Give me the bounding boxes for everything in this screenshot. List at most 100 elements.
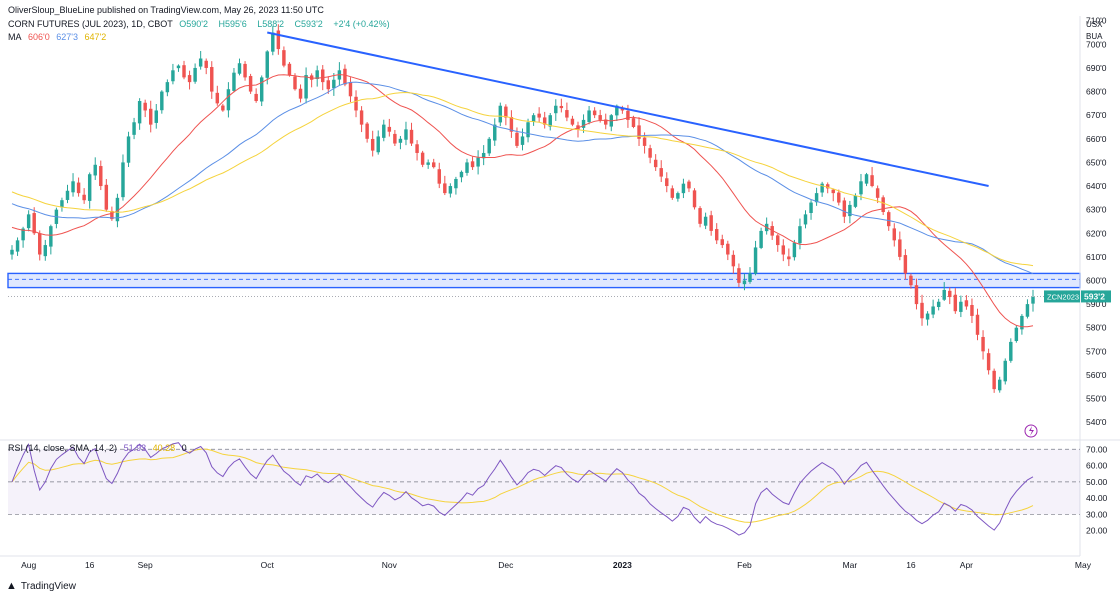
candle[interactable]	[126, 131, 131, 167]
candle[interactable]	[476, 150, 480, 175]
candle[interactable]	[537, 107, 541, 123]
candle[interactable]	[548, 113, 552, 131]
candle[interactable]	[198, 50, 203, 70]
candle[interactable]	[465, 158, 469, 176]
candle[interactable]	[104, 179, 109, 212]
candle[interactable]	[720, 234, 724, 249]
candle[interactable]	[742, 273, 747, 291]
candle[interactable]	[232, 67, 236, 93]
candle[interactable]	[781, 239, 786, 262]
candle[interactable]	[531, 113, 536, 126]
candle[interactable]	[809, 200, 813, 220]
candle[interactable]	[837, 189, 841, 206]
candle[interactable]	[653, 154, 658, 171]
candle[interactable]	[454, 176, 458, 195]
candle[interactable]	[332, 73, 336, 96]
candle[interactable]	[382, 119, 386, 142]
support-zone[interactable]	[7, 272, 1081, 289]
candle[interactable]	[953, 288, 958, 314]
candle[interactable]	[753, 240, 758, 276]
candle[interactable]	[187, 70, 192, 90]
candle[interactable]	[420, 150, 425, 168]
candle[interactable]	[459, 170, 464, 183]
candle[interactable]	[43, 239, 48, 261]
candle[interactable]	[898, 231, 902, 261]
candle[interactable]	[498, 102, 503, 127]
candle[interactable]	[631, 115, 636, 129]
candle[interactable]	[981, 330, 985, 360]
candle[interactable]	[354, 90, 358, 118]
candle[interactable]	[448, 183, 453, 198]
candle[interactable]	[304, 67, 308, 104]
resistance-trendline[interactable]	[267, 31, 989, 188]
candle[interactable]	[443, 175, 447, 196]
candle[interactable]	[431, 158, 436, 169]
candle[interactable]	[581, 114, 586, 133]
candle[interactable]	[703, 212, 708, 230]
candle[interactable]	[970, 298, 974, 324]
candle[interactable]	[676, 191, 680, 202]
candle[interactable]	[542, 111, 547, 129]
candle[interactable]	[1003, 358, 1007, 385]
candle[interactable]	[298, 84, 303, 103]
candle[interactable]	[687, 179, 691, 193]
candle[interactable]	[759, 227, 763, 250]
candle[interactable]	[210, 61, 214, 99]
candle[interactable]	[776, 234, 780, 252]
lightning-icon[interactable]	[1024, 424, 1038, 438]
candle[interactable]	[470, 156, 475, 170]
candle[interactable]	[359, 106, 364, 133]
candle[interactable]	[282, 46, 286, 68]
candle[interactable]	[709, 210, 713, 236]
candle[interactable]	[254, 88, 258, 103]
candle[interactable]	[493, 118, 497, 146]
candle[interactable]	[221, 103, 225, 112]
candle[interactable]	[659, 160, 663, 182]
candle[interactable]	[481, 145, 486, 166]
candle[interactable]	[65, 184, 70, 204]
candle[interactable]	[565, 102, 569, 122]
candle[interactable]	[176, 64, 181, 72]
candle[interactable]	[515, 127, 519, 149]
candle[interactable]	[881, 195, 885, 215]
candle[interactable]	[1020, 314, 1024, 335]
candle[interactable]	[959, 295, 963, 318]
candle[interactable]	[825, 182, 830, 194]
candle[interactable]	[692, 188, 697, 210]
candle[interactable]	[376, 130, 380, 155]
candle[interactable]	[637, 117, 641, 146]
candle[interactable]	[160, 90, 164, 114]
candle[interactable]	[909, 273, 913, 289]
candle[interactable]	[237, 58, 242, 76]
candle[interactable]	[592, 107, 597, 119]
candle[interactable]	[814, 187, 819, 206]
candle[interactable]	[820, 181, 824, 197]
candle[interactable]	[803, 210, 808, 229]
candle[interactable]	[265, 50, 269, 85]
candle[interactable]	[409, 122, 414, 146]
candle[interactable]	[842, 197, 847, 224]
candle[interactable]	[32, 207, 36, 235]
candle[interactable]	[1025, 299, 1030, 319]
candle[interactable]	[93, 157, 97, 180]
candle[interactable]	[326, 76, 331, 94]
candle[interactable]	[670, 185, 675, 200]
candle[interactable]	[587, 106, 591, 125]
candle[interactable]	[10, 245, 14, 260]
candle[interactable]	[182, 60, 186, 80]
candle[interactable]	[859, 173, 863, 201]
candle[interactable]	[137, 98, 142, 130]
candle[interactable]	[681, 178, 686, 199]
candle[interactable]	[60, 197, 64, 212]
candle[interactable]	[920, 294, 924, 326]
candle[interactable]	[82, 188, 86, 204]
candle[interactable]	[570, 115, 575, 127]
candle[interactable]	[271, 26, 275, 56]
candle[interactable]	[387, 118, 392, 137]
candle[interactable]	[936, 298, 941, 311]
candle[interactable]	[925, 311, 930, 326]
candle[interactable]	[992, 368, 996, 393]
candle[interactable]	[315, 65, 319, 87]
candle[interactable]	[165, 79, 170, 97]
candle[interactable]	[848, 200, 852, 224]
